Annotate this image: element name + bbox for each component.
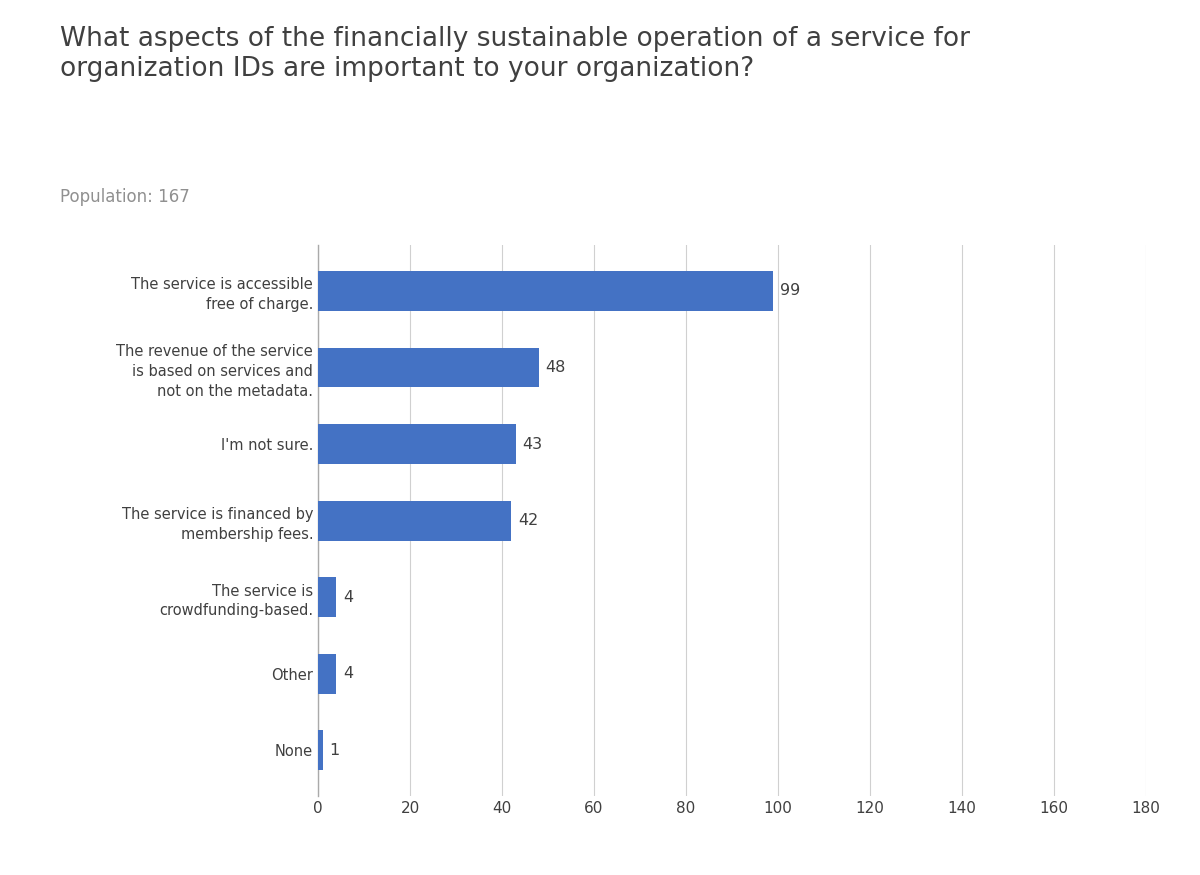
- Text: 1: 1: [330, 743, 340, 758]
- Bar: [318, 424, 516, 464]
- Text: 4: 4: [343, 666, 354, 682]
- Text: What aspects of the financially sustainable operation of a service for
organizat: What aspects of the financially sustaina…: [60, 26, 970, 82]
- Bar: [318, 500, 511, 541]
- Bar: [318, 654, 336, 694]
- Bar: [318, 271, 774, 311]
- Bar: [318, 578, 336, 617]
- Text: Population: 167: Population: 167: [60, 188, 190, 206]
- Text: 99: 99: [780, 284, 800, 298]
- Text: 48: 48: [546, 360, 566, 375]
- Text: 42: 42: [518, 513, 539, 528]
- Text: 4: 4: [343, 590, 354, 605]
- Bar: [318, 347, 539, 388]
- Bar: [318, 731, 323, 770]
- Text: 43: 43: [523, 437, 542, 452]
